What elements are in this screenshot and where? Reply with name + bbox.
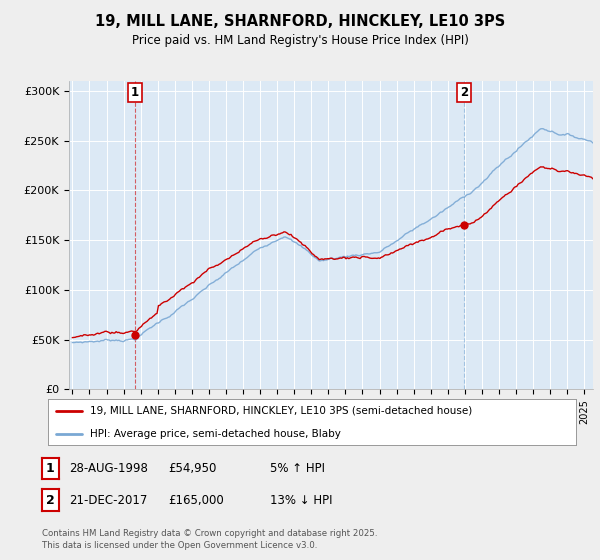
Text: 19, MILL LANE, SHARNFORD, HINCKLEY, LE10 3PS: 19, MILL LANE, SHARNFORD, HINCKLEY, LE10… [95,14,505,29]
Text: 21-DEC-2017: 21-DEC-2017 [69,493,148,507]
Text: Price paid vs. HM Land Registry's House Price Index (HPI): Price paid vs. HM Land Registry's House … [131,34,469,46]
Text: 13% ↓ HPI: 13% ↓ HPI [270,493,332,507]
Text: 2: 2 [46,493,55,507]
Text: 1: 1 [131,86,139,99]
Text: £54,950: £54,950 [168,462,217,475]
Text: 19, MILL LANE, SHARNFORD, HINCKLEY, LE10 3PS (semi-detached house): 19, MILL LANE, SHARNFORD, HINCKLEY, LE10… [90,406,472,416]
Text: £165,000: £165,000 [168,493,224,507]
Text: 5% ↑ HPI: 5% ↑ HPI [270,462,325,475]
Text: Contains HM Land Registry data © Crown copyright and database right 2025.
This d: Contains HM Land Registry data © Crown c… [42,529,377,550]
Text: 28-AUG-1998: 28-AUG-1998 [69,462,148,475]
Text: 2: 2 [460,86,469,99]
Text: 1: 1 [46,462,55,475]
Text: HPI: Average price, semi-detached house, Blaby: HPI: Average price, semi-detached house,… [90,429,341,438]
